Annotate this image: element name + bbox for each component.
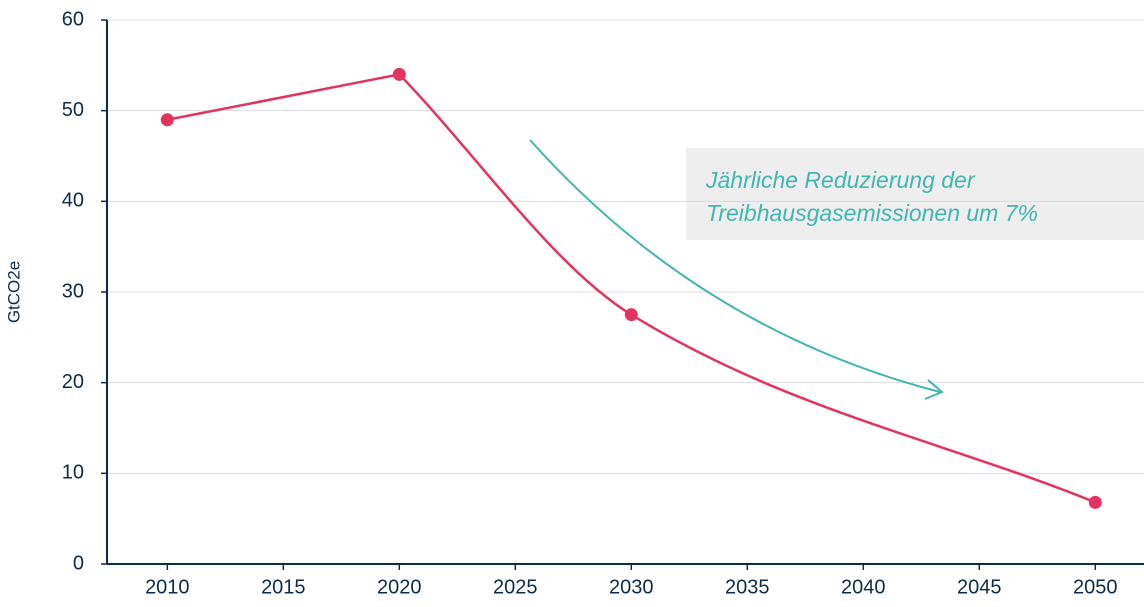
y-axis-label: GtCO2e [4,261,23,323]
annotation-text: Jährliche Reduzierung der [705,167,976,193]
annotation-text: Treibhausgasemissionen um 7% [706,200,1038,226]
point [392,67,406,81]
x-tick-label: 2030 [609,576,654,598]
y-tick-label: 40 [62,190,84,212]
x-tick-label: 2040 [841,576,886,598]
annotation-arrow [529,139,941,393]
x-tick-label: 2015 [261,576,306,598]
y-tick-label: 0 [73,552,84,574]
x-tick-label: 2045 [957,576,1002,598]
annotation-arrowhead [924,379,944,400]
x-tick-label: 2035 [725,576,770,598]
annotation-box [686,148,1144,240]
x-tick-label: 2010 [145,576,190,598]
point [160,113,174,127]
x-tick-label: 2025 [493,576,538,598]
y-tick-label: 60 [62,8,84,30]
point [1088,495,1102,509]
point [624,308,638,322]
line [167,73,1096,504]
x-tick-label: 2050 [1073,576,1118,598]
y-tick-label: 10 [62,462,84,484]
y-tick-label: 20 [62,371,84,393]
y-tick-label: 50 [62,99,84,121]
x-tick-label: 2020 [377,576,422,598]
y-tick-label: 30 [62,280,84,302]
